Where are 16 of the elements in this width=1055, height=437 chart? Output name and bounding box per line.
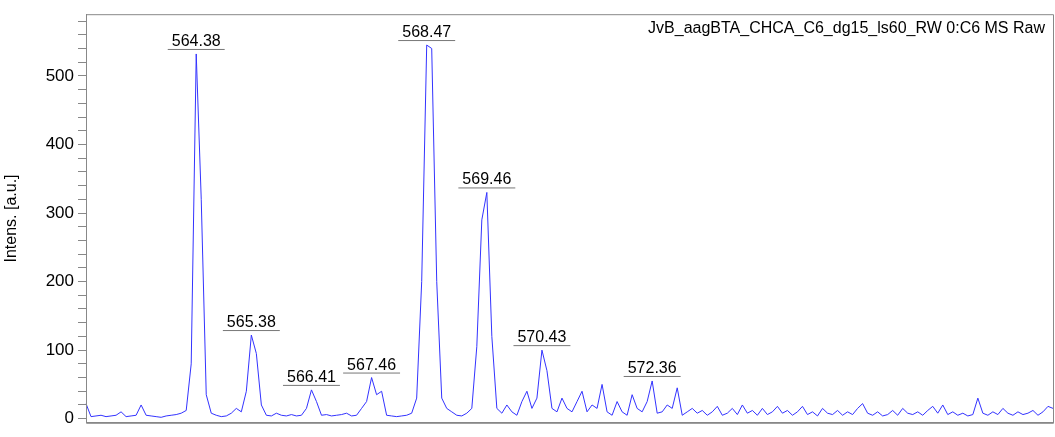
y-tick-label: 0 xyxy=(64,408,74,428)
annotation: 568.47 xyxy=(402,23,452,41)
y-tick-label: 100 xyxy=(45,339,74,359)
y-tick-label: 500 xyxy=(45,65,74,85)
annotation: 566.41 xyxy=(287,367,337,385)
chart-title: JvB_aagBTA_CHCA_C6_dg15_ls60_RW 0:C6 MS Raw xyxy=(648,18,1046,37)
y-tick-label: 200 xyxy=(45,271,74,291)
y-axis-title: Intens. [a.u.] xyxy=(2,174,20,263)
annotation: 570.43 xyxy=(517,328,567,346)
y-tick-label: 300 xyxy=(45,202,74,222)
y-tick-label: 400 xyxy=(45,134,74,154)
annotation: 569.46 xyxy=(462,170,512,188)
annotation: 572.36 xyxy=(627,358,677,376)
annotation: 564.38 xyxy=(171,31,221,49)
annotation: 565.38 xyxy=(226,313,276,331)
annotation: 567.46 xyxy=(347,355,397,373)
